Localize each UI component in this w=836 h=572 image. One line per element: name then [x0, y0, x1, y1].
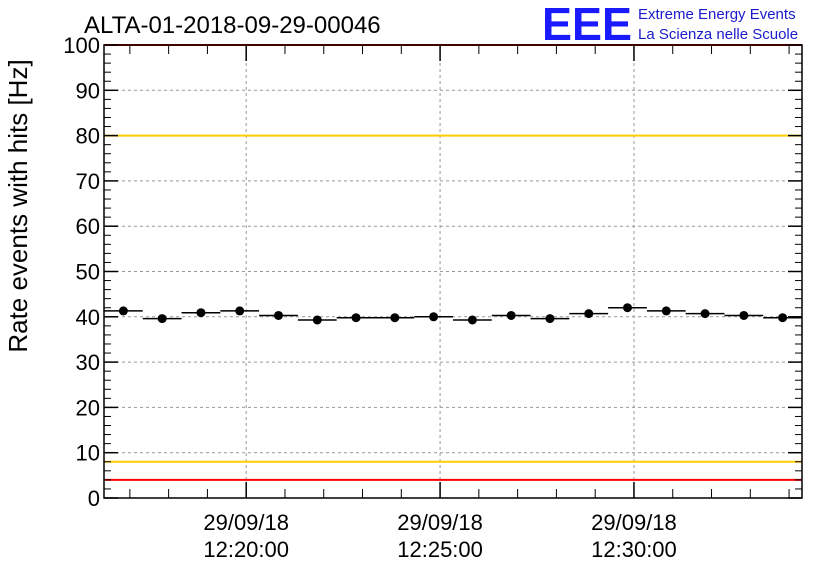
y-tick-label: 0: [88, 486, 100, 511]
data-point: [467, 315, 477, 325]
y-tick-label: 100: [63, 33, 100, 58]
eee-logo-line1: Extreme Energy Events: [638, 6, 796, 23]
chart-title: ALTA-01-2018-09-29-00046: [84, 12, 381, 39]
grid-lines: [104, 45, 802, 498]
data-point: [118, 306, 128, 316]
data-point: [506, 310, 516, 320]
y-axis-title: Rate events with hits [Hz]: [3, 59, 33, 352]
y-tick-labels: 0 10 20 30 40 50 60 70 80 90 100: [63, 33, 100, 511]
eee-logo-mark: EEE: [542, 0, 632, 50]
data-point: [739, 310, 749, 320]
x-tick-time: 12:25:00: [397, 537, 483, 562]
x-tick-date: 29/09/18: [203, 510, 289, 535]
y-tick-label: 90: [76, 78, 100, 103]
x-tick-date: 29/09/18: [397, 510, 483, 535]
data-point: [390, 313, 400, 323]
data-point: [274, 310, 283, 320]
data-point: [584, 309, 594, 319]
y-tick-label: 30: [76, 350, 100, 375]
data-point: [545, 314, 555, 324]
data-point: [196, 308, 206, 318]
data-point: [778, 313, 788, 323]
y-tick-label: 20: [76, 395, 100, 420]
data-point: [312, 315, 322, 325]
x-tick-time: 12:20:00: [203, 537, 289, 562]
x-tick-labels: 29/09/1812:20:0029/09/1812:25:0029/09/18…: [203, 510, 676, 562]
y-tick-label: 40: [76, 305, 100, 330]
data-point: [623, 303, 632, 313]
y-tick-label: 50: [76, 260, 100, 285]
data-point: [661, 306, 671, 316]
data-point: [700, 309, 710, 319]
data-point: [351, 313, 361, 323]
x-tick-time: 12:30:00: [591, 537, 677, 562]
plot-frame: [103, 44, 803, 499]
y-tick-label: 10: [76, 441, 100, 466]
eee-logo-line2: La Scienza nelle Scuole: [638, 26, 798, 43]
y-tick-label: 80: [76, 124, 100, 149]
y-tick-label: 70: [76, 169, 100, 194]
reference-lines: [104, 44, 802, 481]
data-points: [104, 303, 802, 325]
data-point: [157, 314, 167, 324]
y-tick-label: 60: [76, 214, 100, 239]
data-point: [235, 306, 245, 316]
data-point: [429, 312, 439, 322]
x-tick-date: 29/09/18: [591, 510, 677, 535]
